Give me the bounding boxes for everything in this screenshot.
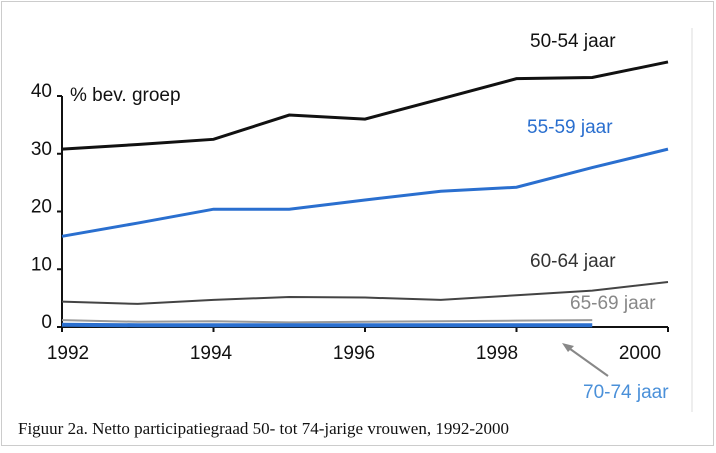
y-tick-label: 40 [31,81,52,102]
series-line [61,322,593,328]
series-label: 70-74 jaar [583,382,669,403]
x-tick-label: 2000 [619,343,661,364]
arrow-head [562,343,574,352]
series-line [61,280,669,305]
series-label: 65-69 jaar [570,293,656,314]
x-tick-label: 1994 [190,343,233,364]
series-label: 55-59 jaar [527,117,613,138]
y-tick-label: 30 [31,139,52,160]
series-line [61,147,669,238]
y-tick-label: 0 [41,312,52,333]
y-axis-label: % bev. groep [70,85,181,106]
x-tick-label: 1992 [47,343,89,364]
series-line [61,319,593,324]
y-tick-label: 10 [31,254,52,275]
caption: Figuur 2a. Netto participatiegraad 50- t… [18,419,509,438]
x-tick-label: 1998 [476,343,518,364]
series-label: 50-54 jaar [530,31,616,52]
series-line [61,60,669,151]
x-tick-label: 1996 [333,343,375,364]
y-tick-label: 20 [31,197,52,218]
series-label: 60-64 jaar [530,251,616,272]
frame [1,1,714,446]
arrow [565,345,609,377]
